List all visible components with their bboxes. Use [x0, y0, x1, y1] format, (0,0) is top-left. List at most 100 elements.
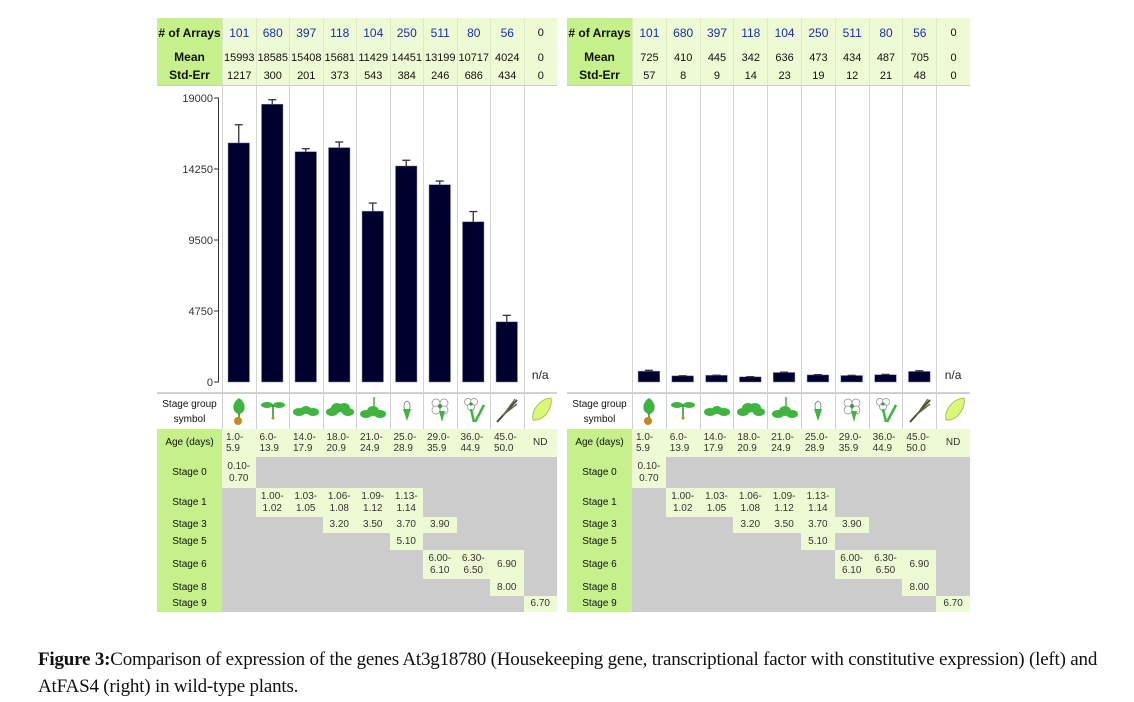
age-label: Age (days): [157, 429, 222, 457]
array-count-link[interactable]: 397: [289, 18, 323, 49]
stage-symbol-cell: [665, 394, 700, 429]
stage-symbol-row: Stage group symbol: [157, 393, 557, 429]
age-value: ND: [936, 429, 970, 457]
na-label: n/a: [532, 368, 549, 382]
array-count-link[interactable]: 101: [632, 18, 666, 49]
stage-value: 5.10: [800, 533, 835, 550]
array-count-link[interactable]: 80: [868, 18, 903, 49]
age-row: Age (days) 1.0- 5.9 6.0- 13.9 14.0- 17.9 18.…: [567, 429, 970, 457]
stderr-value: 9: [699, 67, 734, 85]
stage-label: Stage 5: [157, 533, 222, 550]
stage-value: 0.10- 0.70: [632, 457, 666, 488]
mean-value: 15993: [222, 49, 256, 67]
array-count-link[interactable]: 250: [800, 18, 835, 49]
mean-value: 13199: [423, 49, 457, 67]
age-value: 21.0- 24.9: [356, 429, 390, 457]
mean-value: 4024: [490, 49, 524, 67]
array-count-link[interactable]: 80: [456, 18, 490, 49]
arrays-row-label: # of Arrays: [567, 18, 632, 49]
age-value: 29.0- 35.9: [423, 429, 457, 457]
bar: [739, 376, 762, 383]
stage-table: Stage 0 0.10- 0.70 Stage 1 1.00- 1.02 1.03- …: [567, 457, 970, 612]
stderr-row: Std-Err 1217 300 201 373 543 384 246 686 434 0: [157, 67, 557, 86]
stderr-value: 0: [936, 67, 970, 85]
stage-value: 1.00- 1.02: [665, 488, 700, 517]
age-value: 21.0- 24.9: [767, 429, 801, 457]
array-count-link[interactable]: 101: [222, 18, 256, 49]
stage-value: 6.70: [523, 596, 557, 612]
seed-germination-icon: [225, 395, 253, 429]
stderr-row-label: Std-Err: [157, 67, 222, 85]
array-count-link[interactable]: 680: [255, 18, 289, 49]
arrays-row-label: # of Arrays: [157, 18, 222, 49]
mature-silique-icon: [906, 395, 934, 429]
stage-label: Stage 9: [157, 596, 222, 612]
bar-chart: n/a: [567, 86, 970, 393]
bar: [637, 370, 660, 383]
stage-symbol-cell: [523, 394, 557, 429]
age-value: 29.0- 35.9: [834, 429, 869, 457]
caption-text: Comparison of expression of the genes At…: [38, 649, 1098, 697]
bar: [908, 371, 931, 383]
stderr-value: 1217: [222, 67, 256, 85]
mean-row: Mean 725 410 445 342 636 473 434 487 705 0: [567, 49, 970, 67]
array-count-link[interactable]: 397: [699, 18, 734, 49]
stderr-row-label: Std-Err: [567, 67, 632, 85]
array-count-link[interactable]: 511: [834, 18, 869, 49]
stderr-value: 434: [490, 67, 524, 85]
stage-value: 6.90: [490, 550, 524, 579]
stage-symbol-cell: [289, 394, 323, 429]
stage-label: Stage 6: [157, 550, 222, 579]
stage-value: 1.06- 1.08: [322, 488, 356, 517]
age-value: ND: [523, 429, 557, 457]
stage-label: Stage 9: [567, 596, 632, 612]
array-count-link[interactable]: 250: [389, 18, 423, 49]
seed-germination-icon: [635, 395, 663, 429]
array-count-link: 0: [936, 18, 970, 49]
mature-silique-icon: [493, 395, 521, 429]
rosette-large-icon: [736, 395, 765, 429]
stderr-value: 246: [423, 67, 457, 85]
flower-bud-icon: [393, 395, 421, 429]
age-value: 45.0- 50.0: [490, 429, 524, 457]
bolting-icon: [359, 395, 387, 429]
y-tick-label: 0: [207, 377, 213, 389]
stage-symbol-cell: [902, 394, 937, 429]
stage-symbol-row: Stage group symbol: [567, 393, 970, 429]
rosette-small-icon: [292, 395, 320, 429]
age-value: 1.0- 5.9: [222, 429, 256, 457]
array-count-link[interactable]: 511: [423, 18, 457, 49]
stderr-value: 8: [665, 67, 700, 85]
bar: [395, 165, 418, 383]
array-count-link[interactable]: 118: [322, 18, 356, 49]
stderr-value: 12: [834, 67, 869, 85]
array-count-link[interactable]: 104: [767, 18, 801, 49]
stage-symbol-cell: [699, 394, 734, 429]
stage-value: 1.09- 1.12: [356, 488, 390, 517]
bar: [227, 142, 250, 383]
stage-symbol-label: Stage group symbol: [157, 394, 222, 429]
stage-value: 1.03- 1.05: [699, 488, 734, 517]
mean-value: 487: [868, 49, 903, 67]
array-count-link[interactable]: 118: [733, 18, 768, 49]
stage-value: 3.70: [800, 517, 835, 533]
array-count-link[interactable]: 104: [356, 18, 390, 49]
stage-label: Stage 3: [567, 517, 632, 533]
age-value: 14.0- 17.9: [699, 429, 734, 457]
y-tick-label: 4750: [189, 306, 213, 318]
bar: [328, 147, 351, 383]
array-count-link[interactable]: 680: [665, 18, 700, 49]
age-label: Age (days): [567, 429, 632, 457]
stage-symbol-cell: [490, 394, 524, 429]
bolting-icon: [771, 395, 799, 429]
stderr-value: 19: [800, 67, 835, 85]
figure-caption: Figure 3:Comparison of expression of the…: [38, 646, 1118, 700]
right-panel-atfas4: # of Arrays 101 680 397 118 104 250 511 80 56 0 Mea…: [567, 18, 970, 612]
stage-label: Stage 1: [567, 488, 632, 517]
array-count-link[interactable]: 56: [902, 18, 937, 49]
mean-value: 0: [936, 49, 970, 67]
stage-value: 3.90: [834, 517, 869, 533]
age-value: 14.0- 17.9: [289, 429, 323, 457]
array-count-link[interactable]: 56: [490, 18, 524, 49]
flower-silique-icon: [872, 395, 900, 429]
